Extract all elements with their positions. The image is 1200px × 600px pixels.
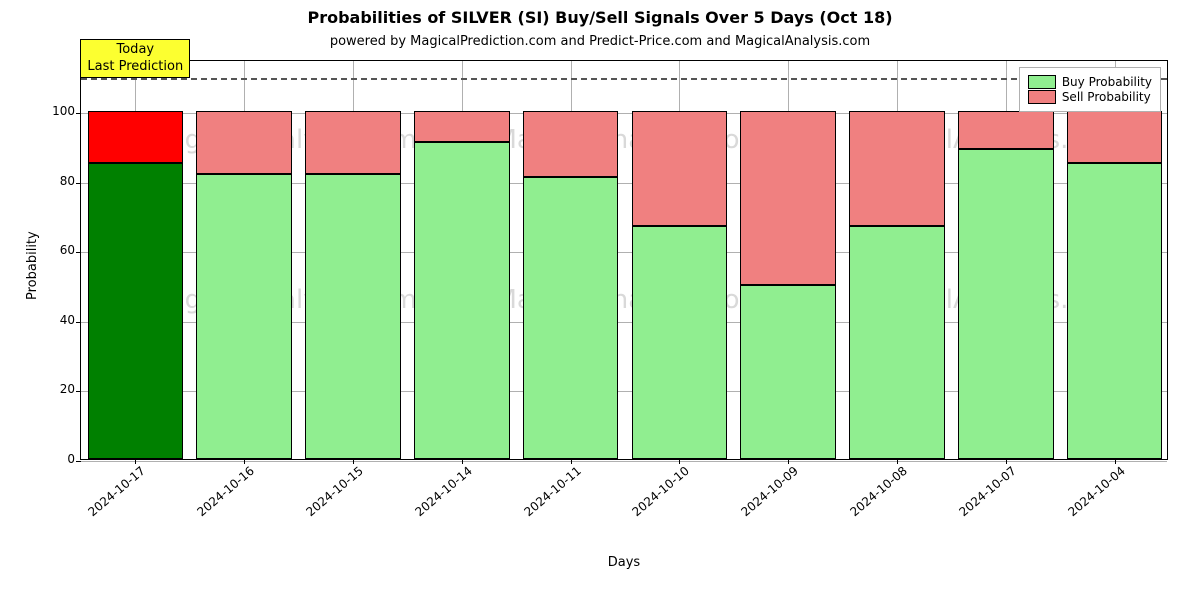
bar-sell bbox=[523, 111, 619, 177]
bar-group bbox=[632, 59, 728, 459]
x-tick-label: 2024-10-14 bbox=[408, 459, 474, 519]
bar-group bbox=[523, 59, 619, 459]
plot-area: MagicalAnalysis.comMagicalAnalysis.comMa… bbox=[80, 60, 1168, 460]
y-axis-label: Probability bbox=[25, 231, 40, 300]
bar-group bbox=[1067, 59, 1163, 459]
figure: Probabilities of SILVER (SI) Buy/Sell Si… bbox=[0, 0, 1200, 600]
x-tick-label: 2024-10-16 bbox=[191, 459, 257, 519]
bar-sell bbox=[196, 111, 292, 174]
legend-buy-label: Buy Probability bbox=[1062, 75, 1152, 89]
bar-sell bbox=[849, 111, 945, 226]
legend-buy-swatch bbox=[1028, 75, 1056, 89]
bar-buy bbox=[523, 177, 619, 459]
legend: Buy ProbabilitySell Probability bbox=[1019, 67, 1161, 112]
x-axis-label: Days bbox=[80, 555, 1168, 570]
x-tick-label: 2024-10-04 bbox=[1061, 459, 1127, 519]
bar-sell bbox=[414, 111, 510, 142]
bar-group bbox=[305, 59, 401, 459]
bar-group bbox=[740, 59, 836, 459]
x-tick-label: 2024-10-10 bbox=[626, 459, 692, 519]
x-tick-label: 2024-10-07 bbox=[952, 459, 1018, 519]
y-tick-label: 60 bbox=[60, 243, 81, 257]
bar-buy bbox=[958, 149, 1054, 459]
bar-group bbox=[414, 59, 510, 459]
bar-group bbox=[849, 59, 945, 459]
y-tick-label: 40 bbox=[60, 313, 81, 327]
bar-sell bbox=[88, 111, 184, 163]
chart-title: Probabilities of SILVER (SI) Buy/Sell Si… bbox=[0, 8, 1200, 27]
x-tick-label: 2024-10-11 bbox=[517, 459, 583, 519]
bar-group bbox=[196, 59, 292, 459]
bar-group bbox=[958, 59, 1054, 459]
x-tick-label: 2024-10-17 bbox=[82, 459, 148, 519]
bar-buy bbox=[740, 285, 836, 459]
x-tick-label: 2024-10-08 bbox=[844, 459, 910, 519]
annotation-line-1: Today bbox=[87, 42, 183, 58]
annotation-line-2: Last Prediction bbox=[87, 59, 183, 75]
bar-group bbox=[88, 59, 184, 459]
bar-buy bbox=[305, 174, 401, 459]
bar-sell bbox=[740, 111, 836, 285]
x-tick-label: 2024-10-15 bbox=[300, 459, 366, 519]
bar-sell bbox=[632, 111, 728, 226]
bar-buy bbox=[632, 226, 728, 459]
bar-buy bbox=[414, 142, 510, 459]
bar-buy bbox=[1067, 163, 1163, 459]
bar-sell bbox=[305, 111, 401, 174]
legend-sell-swatch bbox=[1028, 90, 1056, 104]
legend-buy: Buy Probability bbox=[1028, 75, 1152, 89]
y-tick-label: 0 bbox=[67, 452, 81, 466]
bar-sell bbox=[958, 111, 1054, 149]
x-tick-label: 2024-10-09 bbox=[735, 459, 801, 519]
y-tick-label: 80 bbox=[60, 174, 81, 188]
y-tick-label: 100 bbox=[52, 104, 81, 118]
legend-sell-label: Sell Probability bbox=[1062, 90, 1151, 104]
legend-sell: Sell Probability bbox=[1028, 90, 1152, 104]
bar-buy bbox=[88, 163, 184, 459]
bar-buy bbox=[196, 174, 292, 459]
bar-buy bbox=[849, 226, 945, 459]
y-tick-label: 20 bbox=[60, 382, 81, 396]
bar-sell bbox=[1067, 111, 1163, 163]
annotation-today: TodayLast Prediction bbox=[80, 39, 190, 78]
